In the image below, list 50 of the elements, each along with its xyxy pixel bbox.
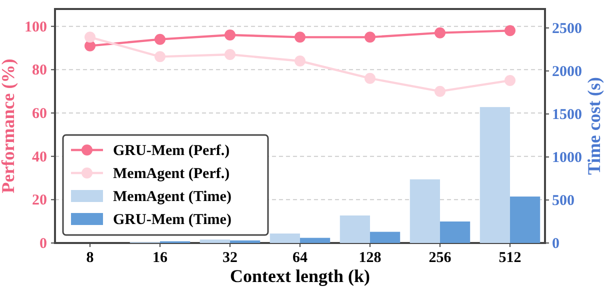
bar: [270, 234, 300, 243]
y-tick-label: 20: [32, 192, 47, 209]
point: [504, 75, 516, 86]
x-axis-title: Context length (k): [230, 266, 370, 286]
y-tick-label: 0: [40, 236, 47, 252]
y-tick-label: 80: [32, 62, 47, 79]
x-tick-label: 16: [152, 250, 168, 266]
bar: [230, 240, 260, 243]
point: [294, 56, 306, 66]
y2-tick-label: 2000: [552, 64, 582, 80]
point: [224, 49, 236, 60]
point: [154, 51, 166, 62]
bar: [480, 107, 510, 243]
point: [434, 86, 446, 97]
point: [224, 30, 236, 40]
point: [434, 27, 446, 38]
legend-label: MemAgent (Perf.): [113, 166, 230, 182]
x-tick-label: 512: [498, 250, 522, 266]
y2-tick-label: 2500: [552, 20, 582, 37]
bar: [370, 232, 400, 243]
point: [504, 25, 516, 36]
x-tick-label: 128: [358, 250, 382, 266]
y2-tick-label: 0: [552, 236, 560, 252]
point: [84, 32, 96, 43]
y-axis-title: Performance (%): [0, 58, 18, 194]
bar: [440, 221, 470, 243]
legend-label: GRU-Mem (Perf.): [113, 143, 230, 159]
point: [84, 40, 96, 52]
bar: [410, 179, 440, 243]
y2-axis-title: Time cost (s): [584, 77, 604, 175]
bar: [340, 215, 370, 243]
x-tick-label: 256: [428, 250, 452, 266]
point: [364, 32, 376, 43]
point: [154, 34, 166, 45]
legend-label: MemAgent (Time): [113, 189, 232, 205]
x-tick-label: 64: [292, 250, 308, 266]
legend-label: GRU-Mem (Time): [113, 212, 232, 228]
y-tick-label: 60: [32, 106, 47, 122]
bar: [200, 240, 230, 243]
y2-tick-label: 500: [552, 192, 574, 209]
y-tick-label: 100: [24, 19, 47, 36]
bar: [510, 196, 540, 243]
y-tick-label: 40: [32, 149, 47, 166]
y2-tick-label: 1500: [552, 106, 582, 123]
bar: [300, 238, 330, 243]
point: [294, 32, 306, 43]
x-tick-label: 8: [86, 250, 94, 266]
point: [364, 72, 376, 84]
x-tick-label: 32: [222, 250, 238, 266]
y2-tick-label: 1000: [552, 150, 582, 166]
